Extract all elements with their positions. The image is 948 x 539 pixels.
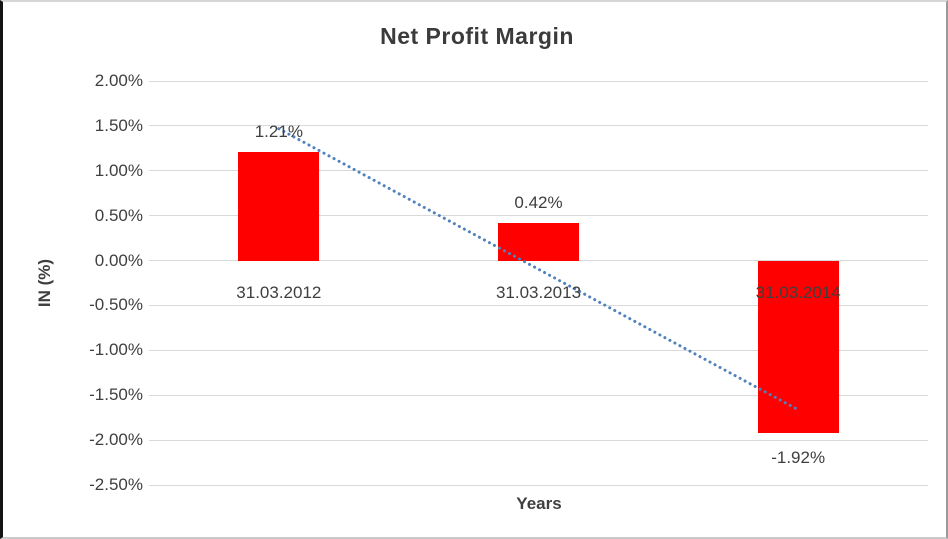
y-tick-label: 2.00% [94, 71, 143, 90]
x-category-label: 31.03.2012 [236, 282, 322, 302]
plot-area: 1.21% 31.03.2012 0.42% 31.03.2013 -1.92% 31.0… [149, 80, 928, 486]
gridline [149, 304, 928, 306]
gridline [149, 439, 928, 441]
x-axis-title: Years [516, 494, 562, 513]
y-tick-label: -0.50% [89, 295, 143, 315]
trendline-dotted [277, 127, 800, 412]
y-tick-label: -1.50% [89, 385, 143, 405]
gridline [149, 260, 928, 262]
y-tick-label: 1.00% [94, 160, 143, 180]
bar-31.03.2013 [498, 222, 579, 261]
bar-31.03.2012 [238, 151, 320, 261]
x-category-label: 31.03.2013 [495, 282, 582, 302]
gridline [149, 215, 928, 217]
x-category-label: 31.03.2014 [755, 282, 841, 302]
data-label: -1.92% [771, 447, 826, 467]
y-tick-label: 1.50% [94, 115, 143, 135]
bar-31.03.2014 [757, 260, 839, 433]
gridline [149, 80, 928, 82]
gridline [149, 484, 928, 486]
gridline [149, 349, 928, 351]
data-label: 1.21% [254, 121, 303, 141]
y-tick-label: -2.50% [89, 475, 143, 494]
gridline [149, 394, 928, 396]
gridline [149, 125, 928, 127]
y-tick-label: -2.00% [89, 430, 143, 450]
y-tick-label: 0.00% [94, 250, 143, 270]
chart-title: Net Profit Margin [380, 23, 574, 49]
gridline [149, 170, 928, 172]
y-tick-label: 0.50% [94, 205, 143, 225]
y-tick-label: -1.00% [89, 340, 143, 360]
data-label: 0.42% [514, 192, 563, 212]
